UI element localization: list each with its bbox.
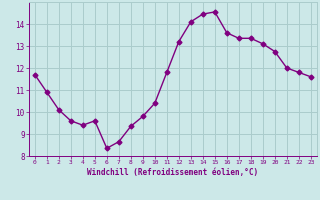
X-axis label: Windchill (Refroidissement éolien,°C): Windchill (Refroidissement éolien,°C) xyxy=(87,168,258,177)
